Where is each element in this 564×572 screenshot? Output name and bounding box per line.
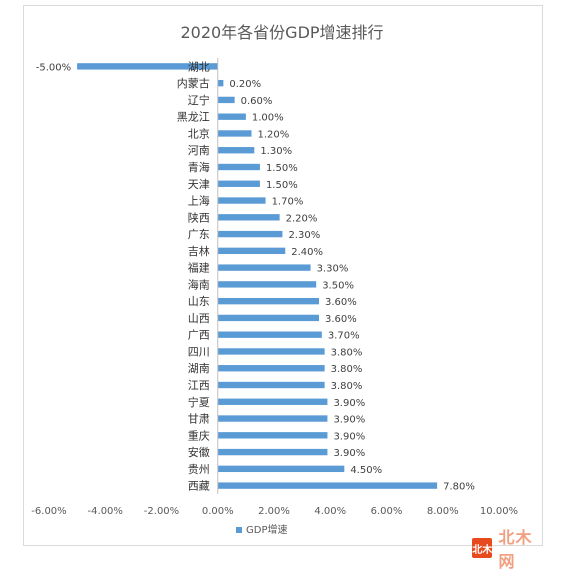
category-label: 湖北: [188, 60, 210, 73]
bar: [217, 230, 283, 238]
data-label: 1.20%: [258, 129, 290, 140]
plot-area: 湖北 -5.00% 内蒙古 0.20% 辽宁 0.60% 黑龙江 1.00% 北京 1.20% 河南…: [36, 58, 475, 494]
watermark-logo: 北木 北木网: [472, 524, 542, 572]
bar: [217, 281, 317, 288]
data-label: 4.50%: [350, 465, 382, 476]
category-label: 贵州: [188, 463, 210, 476]
category-label: 青海: [188, 160, 210, 174]
bar: [217, 381, 325, 389]
category-label: 辽宁: [188, 93, 210, 107]
x-axis: -6.00% -4.00% -2.00% 0.00% 2.00% 4.00% 6.00% 8.…: [31, 506, 518, 517]
data-label: 2.30%: [288, 230, 320, 241]
category-label: 内蒙古: [177, 76, 210, 90]
data-label: 3.90%: [333, 431, 365, 442]
legend-swatch: [236, 527, 242, 533]
data-label: 3.80%: [331, 347, 363, 358]
data-label: 3.90%: [333, 448, 365, 459]
data-label: 1.50%: [266, 163, 298, 174]
bar: [217, 96, 235, 104]
category-label: 北京: [188, 126, 210, 140]
category-label: 广西: [188, 329, 210, 342]
category-label: 天津: [188, 178, 210, 191]
category-label: 宁夏: [188, 395, 210, 409]
data-label: 3.30%: [317, 264, 349, 275]
data-label: 7.80%: [443, 482, 475, 493]
data-label: 3.90%: [333, 398, 365, 409]
chart-title: 2020年各省份GDP增速排行: [180, 23, 383, 42]
bar-chart: 2020年各省份GDP增速排行 湖北 -5.00% 内蒙古 0.20% 辽宁 0.60% 黑…: [31, 23, 518, 536]
x-tick-label: 10.00%: [480, 506, 518, 517]
bar: [217, 432, 328, 439]
bar: [217, 214, 280, 221]
category-label: 甘肃: [188, 413, 210, 426]
x-tick-label: -2.00%: [144, 506, 179, 517]
x-tick-label: -6.00%: [31, 506, 66, 517]
data-label: 1.30%: [260, 146, 292, 157]
bar: [217, 415, 328, 422]
category-label: 西藏: [188, 480, 210, 493]
data-label: -5.00%: [36, 62, 71, 73]
bar: [217, 79, 224, 87]
x-tick-label: -4.00%: [88, 506, 123, 517]
category-label: 重庆: [188, 428, 210, 442]
chart-frame: 2020年各省份GDP增速排行 湖北 -5.00% 内蒙古 0.20% 辽宁 0.60% 黑…: [23, 5, 543, 571]
category-label: 陕西: [188, 210, 210, 224]
watermark-badge: 北木: [472, 538, 493, 558]
data-label: 3.50%: [322, 280, 354, 291]
data-label: 3.60%: [325, 314, 357, 325]
bar: [217, 247, 286, 255]
bar: [217, 465, 345, 473]
bar: [217, 264, 311, 271]
category-label: 海南: [188, 277, 210, 291]
data-label: 3.90%: [333, 415, 365, 426]
x-tick-label: 8.00%: [427, 506, 459, 517]
x-tick-label: 2.00%: [258, 506, 290, 517]
bar: [217, 398, 328, 405]
bar: [217, 365, 325, 372]
data-label: 2.40%: [291, 247, 323, 258]
category-label: 山西: [188, 312, 210, 325]
legend-label: GDP增速: [246, 523, 287, 536]
category-label: 上海: [188, 194, 210, 208]
watermark-text: 北木网: [498, 528, 533, 571]
category-label: 吉林: [188, 244, 210, 258]
data-label: 1.50%: [266, 180, 298, 191]
legend: GDP增速: [236, 523, 287, 536]
data-label: 2.20%: [286, 213, 318, 224]
bar: [217, 448, 328, 456]
category-label: 河南: [188, 144, 210, 157]
data-label: 0.20%: [229, 79, 261, 90]
x-tick-label: 4.00%: [314, 506, 346, 517]
bar: [217, 147, 255, 154]
data-label: 3.80%: [331, 381, 363, 392]
data-label: 0.60%: [241, 96, 273, 107]
category-label: 广东: [188, 228, 210, 241]
data-label: 3.70%: [328, 331, 360, 342]
bar: [217, 482, 438, 489]
bar: [217, 113, 246, 120]
data-label: 1.70%: [272, 197, 304, 208]
category-label: 福建: [188, 261, 210, 275]
x-tick-label: 6.00%: [371, 506, 403, 517]
bar: [217, 314, 319, 322]
category-label: 山东: [188, 295, 210, 308]
data-label: 3.80%: [331, 364, 363, 375]
bar: [217, 331, 322, 338]
bar: [217, 130, 252, 137]
data-label: 1.00%: [252, 113, 284, 124]
bar: [217, 348, 325, 355]
x-tick-label: 0.00%: [202, 506, 234, 517]
category-label: 安徽: [188, 445, 210, 459]
category-label: 四川: [188, 345, 210, 358]
category-label: 江西: [188, 379, 210, 392]
bar: [77, 63, 218, 70]
category-label: 黑龙江: [177, 111, 210, 124]
bar: [217, 297, 319, 305]
bar: [217, 197, 266, 204]
bar: [217, 180, 260, 187]
data-label: 3.60%: [325, 297, 357, 308]
bar: [217, 163, 260, 171]
category-label: 湖南: [188, 362, 210, 375]
